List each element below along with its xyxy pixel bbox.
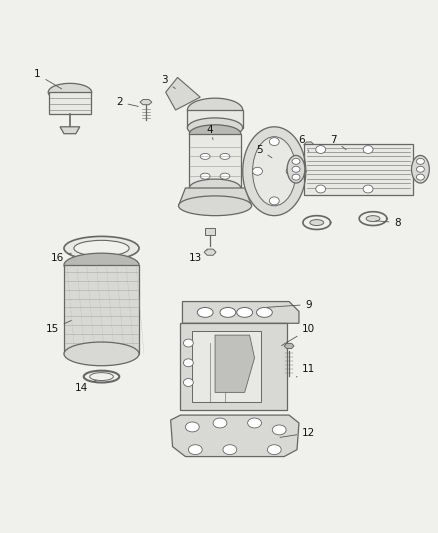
Text: 9: 9: [267, 300, 312, 310]
Bar: [64, 265, 139, 354]
Text: 16: 16: [50, 253, 71, 263]
Text: 10: 10: [282, 324, 315, 345]
Bar: [180, 324, 287, 410]
Polygon shape: [284, 343, 294, 349]
Ellipse shape: [220, 173, 230, 179]
Bar: [189, 134, 241, 188]
Ellipse shape: [272, 425, 286, 435]
Ellipse shape: [213, 418, 227, 428]
Ellipse shape: [64, 342, 139, 366]
Ellipse shape: [417, 174, 424, 180]
Ellipse shape: [269, 197, 279, 205]
Bar: [187, 110, 243, 128]
Bar: [304, 143, 413, 195]
Text: 8: 8: [376, 217, 401, 228]
Ellipse shape: [292, 158, 300, 164]
Ellipse shape: [48, 83, 92, 101]
Ellipse shape: [417, 166, 424, 172]
Ellipse shape: [184, 359, 193, 367]
Ellipse shape: [412, 156, 429, 183]
Polygon shape: [204, 249, 216, 255]
Ellipse shape: [267, 445, 281, 455]
Text: 15: 15: [46, 320, 71, 334]
Ellipse shape: [188, 445, 202, 455]
Polygon shape: [243, 127, 306, 216]
Polygon shape: [171, 415, 299, 457]
Ellipse shape: [316, 146, 325, 154]
Text: 11: 11: [297, 364, 315, 377]
Ellipse shape: [310, 220, 324, 225]
Ellipse shape: [184, 378, 193, 386]
Ellipse shape: [179, 196, 251, 216]
Ellipse shape: [269, 138, 279, 146]
Bar: [49, 92, 91, 114]
Text: 7: 7: [330, 135, 346, 150]
Ellipse shape: [189, 179, 241, 197]
Text: 6: 6: [299, 135, 309, 151]
Ellipse shape: [187, 118, 243, 138]
Ellipse shape: [363, 185, 373, 193]
Polygon shape: [304, 142, 314, 147]
Polygon shape: [215, 335, 254, 392]
Text: 5: 5: [256, 144, 272, 158]
Ellipse shape: [200, 154, 210, 159]
Polygon shape: [166, 77, 200, 110]
Ellipse shape: [292, 174, 300, 180]
Text: 3: 3: [161, 75, 175, 88]
Ellipse shape: [363, 146, 373, 154]
Ellipse shape: [287, 156, 305, 183]
Text: 1: 1: [34, 69, 62, 89]
Text: 2: 2: [116, 97, 138, 107]
Bar: [192, 331, 261, 402]
Ellipse shape: [184, 339, 193, 347]
Ellipse shape: [197, 308, 213, 317]
Ellipse shape: [257, 308, 272, 317]
Bar: [205, 229, 215, 236]
Ellipse shape: [366, 216, 380, 222]
Text: 4: 4: [207, 125, 213, 140]
Polygon shape: [179, 188, 251, 206]
Ellipse shape: [223, 445, 237, 455]
Ellipse shape: [286, 167, 296, 175]
Ellipse shape: [187, 98, 243, 122]
Ellipse shape: [200, 173, 210, 179]
Ellipse shape: [237, 308, 253, 317]
Text: 13: 13: [189, 250, 207, 263]
Ellipse shape: [64, 253, 139, 277]
Polygon shape: [183, 302, 299, 324]
Ellipse shape: [316, 185, 325, 193]
Polygon shape: [140, 100, 152, 104]
Polygon shape: [60, 127, 80, 134]
Ellipse shape: [253, 136, 296, 206]
Ellipse shape: [292, 166, 300, 172]
Ellipse shape: [220, 154, 230, 159]
Ellipse shape: [185, 422, 199, 432]
Text: 12: 12: [280, 428, 315, 438]
Ellipse shape: [220, 308, 236, 317]
Ellipse shape: [417, 158, 424, 164]
Ellipse shape: [189, 125, 241, 143]
Text: 14: 14: [75, 380, 96, 393]
Ellipse shape: [64, 237, 139, 260]
Ellipse shape: [247, 418, 261, 428]
Ellipse shape: [74, 240, 129, 256]
Ellipse shape: [253, 167, 262, 175]
